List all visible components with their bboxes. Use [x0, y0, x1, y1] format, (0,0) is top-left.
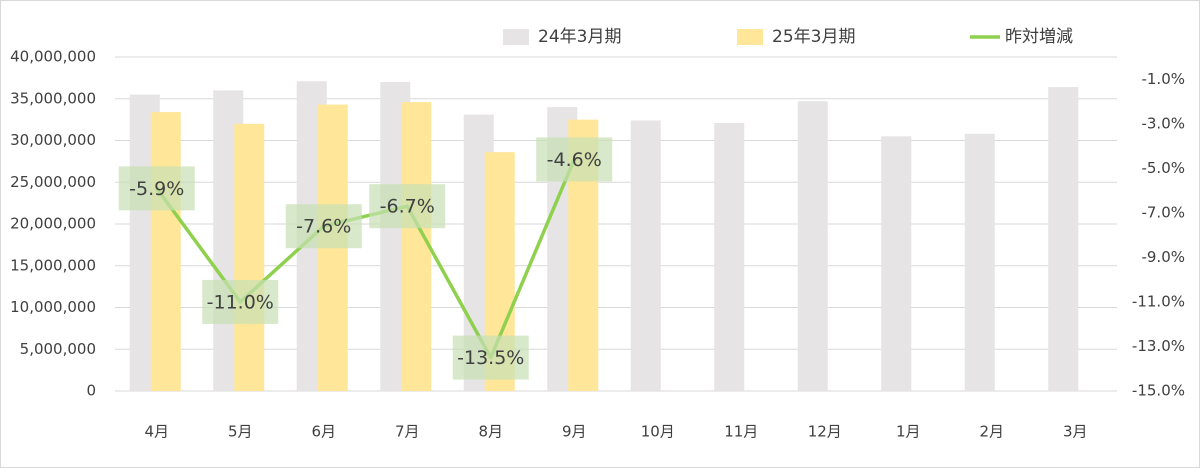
data-label-box [536, 137, 613, 182]
y-tick-label: 35,000,000 [10, 89, 96, 107]
x-tick-label: 7月 [395, 423, 420, 441]
data-label-box [452, 335, 529, 380]
bar [1048, 87, 1079, 391]
y-tick-label: 0 [86, 382, 96, 400]
legend-label: 25年3月期 [772, 27, 855, 47]
y2-tick-label: -1.0% [1141, 70, 1185, 88]
y-tick-label: 25,000,000 [10, 173, 96, 191]
x-tick-label: 12月 [808, 423, 842, 441]
data-label: -4.6% [547, 149, 602, 171]
y-tick-label: 40,000,000 [10, 48, 96, 66]
legend-swatch [737, 29, 763, 45]
y2-tick-label: -7.0% [1141, 203, 1185, 221]
y2-tick-label: -5.0% [1141, 159, 1185, 177]
y-tick-label: 20,000,000 [10, 215, 96, 233]
legend-swatch [503, 29, 529, 45]
data-label-box [369, 184, 446, 229]
bar [881, 136, 912, 391]
x-tick-label: 2月 [979, 423, 1004, 441]
y-tick-label: 5,000,000 [20, 340, 96, 358]
data-label: -11.0% [207, 291, 274, 313]
data-label: -6.7% [380, 196, 435, 218]
bar [401, 102, 432, 391]
y-tick-label: 15,000,000 [10, 256, 96, 274]
y2-tick-label: -13.0% [1132, 337, 1185, 355]
data-label: -7.6% [296, 216, 351, 238]
bar [234, 123, 265, 392]
x-tick-label: 6月 [311, 423, 336, 441]
data-label-box [118, 166, 195, 211]
legend-label: 昨対増減 [1005, 27, 1073, 47]
x-tick-label: 4月 [144, 423, 169, 441]
data-label-box [285, 204, 362, 249]
x-tick-label: 10月 [641, 423, 675, 441]
y2-tick-label: -11.0% [1132, 292, 1185, 310]
x-tick-label: 8月 [478, 423, 503, 441]
bar [797, 101, 828, 391]
x-tick-label: 3月 [1063, 423, 1088, 441]
y2-tick-label: -3.0% [1141, 114, 1185, 132]
legend-label: 24年3月期 [538, 27, 621, 47]
data-label-box [202, 279, 279, 324]
bar [630, 120, 661, 392]
y-tick-label: 30,000,000 [10, 131, 96, 149]
x-tick-label: 5月 [228, 423, 253, 441]
data-label: -5.9% [129, 178, 184, 200]
x-tick-label: 1月 [896, 423, 921, 441]
bar [150, 112, 181, 392]
y2-tick-label: -9.0% [1141, 248, 1185, 266]
x-tick-label: 11月 [724, 423, 758, 441]
x-tick-label: 9月 [562, 423, 587, 441]
y2-tick-label: -15.0% [1132, 382, 1185, 400]
bar [714, 122, 745, 391]
y-tick-label: 10,000,000 [10, 298, 96, 316]
bar [964, 133, 995, 391]
data-label: -13.5% [457, 347, 524, 369]
